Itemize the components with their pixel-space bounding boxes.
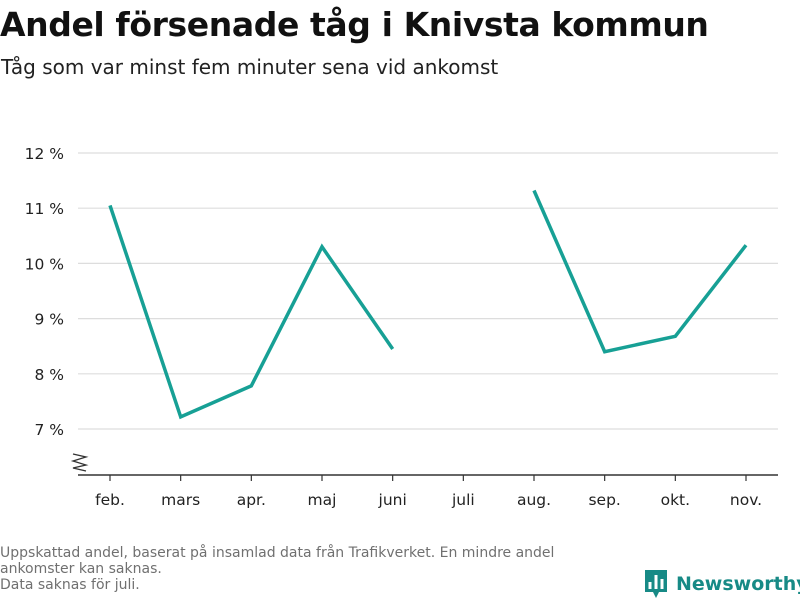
grid-lines [78, 152, 778, 430]
y-tick-label: 12 % [25, 145, 64, 163]
series-line-segment [108, 204, 395, 420]
footnote-line-3: Data saknas för juli. [0, 577, 140, 593]
x-tick-label: nov. [730, 491, 762, 509]
footnote: Uppskattad andel, baserat på insamlad da… [0, 545, 640, 593]
x-tick-label: sep. [588, 491, 620, 509]
brand: Newsworthy [644, 569, 800, 599]
y-tick-label: 8 % [34, 366, 64, 384]
series-line-segment [532, 189, 748, 354]
x-tick-label: apr. [237, 491, 266, 509]
x-tick-label: juli [451, 491, 475, 509]
bar-chart-logo-icon [645, 570, 667, 598]
x-tick-label: okt. [661, 491, 690, 509]
y-tick-label: 9 % [34, 311, 64, 329]
series-lines [108, 189, 748, 420]
y-tick-label: 7 % [34, 421, 64, 439]
chart-title: Andel försenade tåg i Knivsta kommun [0, 5, 709, 44]
axis-break-icon [70, 453, 89, 472]
x-axis [70, 453, 778, 481]
x-tick-label: aug. [517, 491, 551, 509]
y-tick-label: 11 % [25, 200, 64, 218]
y-tick-label: 10 % [25, 255, 64, 273]
footnote-line-2: ankomster kan saknas. [0, 561, 162, 577]
brand-name: Newsworthy [676, 573, 800, 595]
line-chart: 7 % 8 % 9 % 10 % 11 % 12 % feb. mars apr. maj jun… [25, 145, 778, 509]
chart-subtitle: Tåg som var minst fem minuter sena vid a… [1, 55, 499, 79]
y-tick-labels: 7 % 8 % 9 % 10 % 11 % 12 % [25, 145, 64, 439]
x-tick-label: feb. [95, 491, 125, 509]
x-tick-labels: feb. mars apr. maj juni juli aug. sep. okt. nov. [95, 491, 762, 509]
x-tick-label: juni [378, 491, 407, 509]
x-tick-label: mars [161, 491, 200, 509]
x-tick-label: maj [308, 491, 337, 509]
footnote-line-1: Uppskattad andel, baserat på insamlad da… [0, 545, 555, 561]
